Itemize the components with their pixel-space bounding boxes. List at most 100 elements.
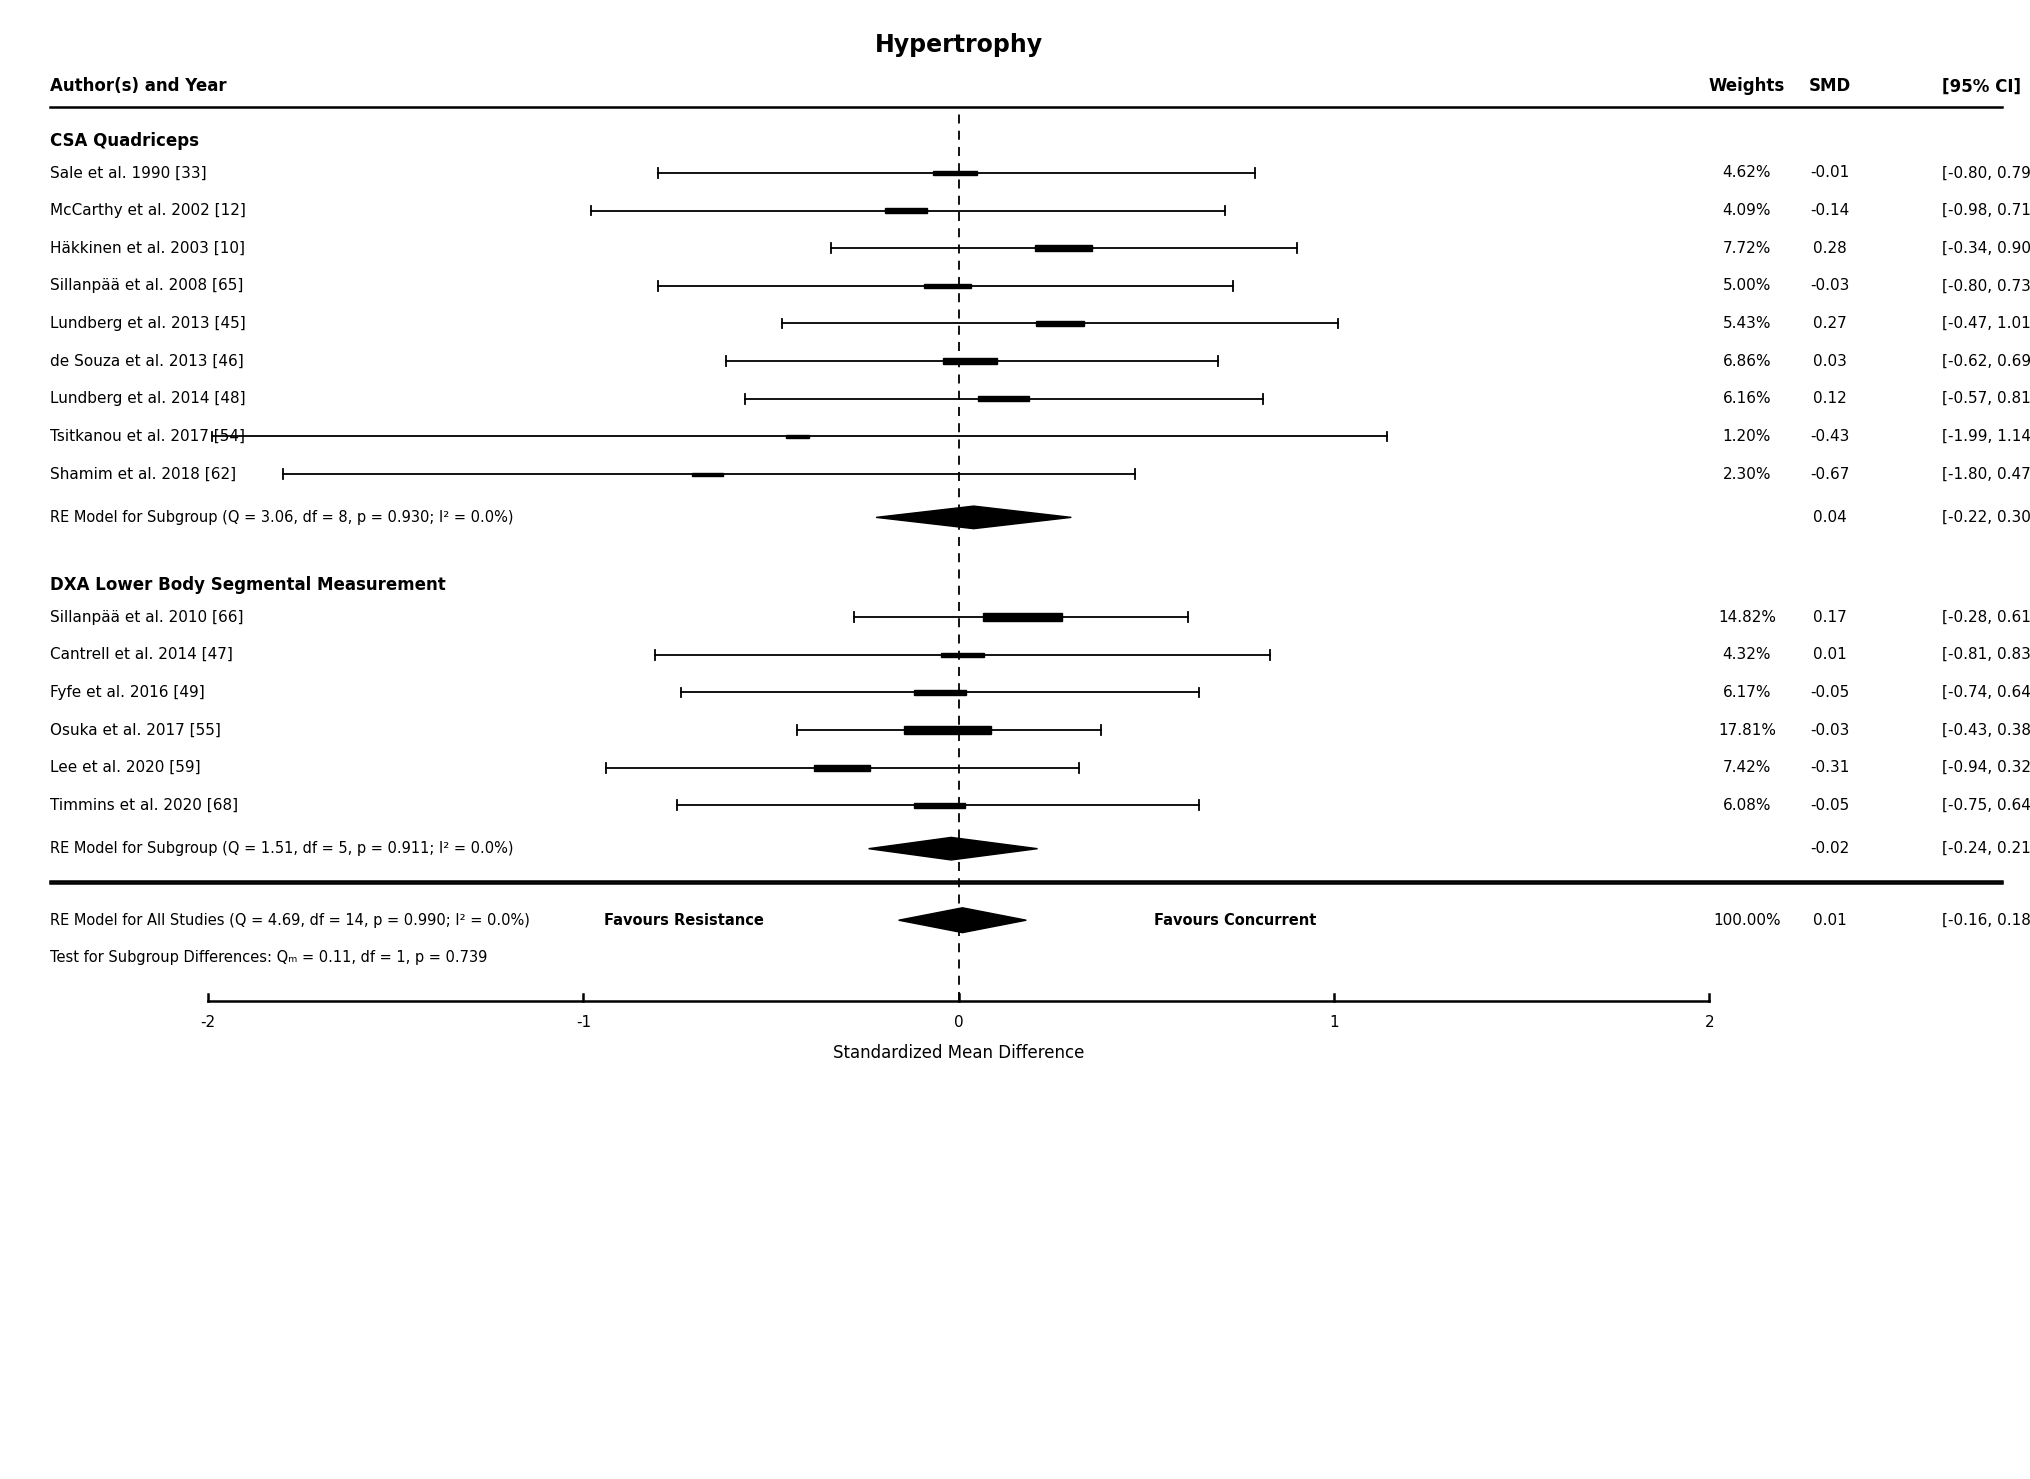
Text: Hypertrophy: Hypertrophy xyxy=(875,33,1043,56)
Bar xyxy=(914,803,966,808)
Text: [-0.94, 0.32]: [-0.94, 0.32] xyxy=(1943,760,2030,775)
Text: -0.02: -0.02 xyxy=(1811,842,1849,856)
Text: [-0.16, 0.18]: [-0.16, 0.18] xyxy=(1943,913,2030,927)
Text: 4.32%: 4.32% xyxy=(1723,648,1772,663)
Bar xyxy=(978,396,1029,401)
Text: [-1.80, 0.47]: [-1.80, 0.47] xyxy=(1943,466,2030,482)
Text: 7.42%: 7.42% xyxy=(1723,760,1770,775)
Text: [-0.34, 0.90]: [-0.34, 0.90] xyxy=(1943,241,2030,256)
Text: 4.62%: 4.62% xyxy=(1723,166,1772,180)
Text: 0.03: 0.03 xyxy=(1813,353,1847,368)
Text: 0.01: 0.01 xyxy=(1813,648,1847,663)
Text: 5.43%: 5.43% xyxy=(1723,317,1772,331)
Text: 0: 0 xyxy=(954,1016,964,1031)
Text: Standardized Mean Difference: Standardized Mean Difference xyxy=(832,1044,1084,1062)
Text: RE Model for Subgroup (Q = 1.51, df = 5, p = 0.911; I² = 0.0%): RE Model for Subgroup (Q = 1.51, df = 5,… xyxy=(51,842,514,856)
Text: Lundberg et al. 2014 [48]: Lundberg et al. 2014 [48] xyxy=(51,392,246,407)
Text: Sale et al. 1990 [33]: Sale et al. 1990 [33] xyxy=(51,166,207,180)
Text: -0.03: -0.03 xyxy=(1811,723,1849,738)
Text: 6.16%: 6.16% xyxy=(1723,392,1772,407)
Text: [-0.81, 0.83]: [-0.81, 0.83] xyxy=(1943,648,2030,663)
Bar xyxy=(942,652,985,657)
Text: [-0.80, 0.79]: [-0.80, 0.79] xyxy=(1943,166,2030,180)
Text: SMD: SMD xyxy=(1809,77,1851,95)
Text: -0.05: -0.05 xyxy=(1811,685,1849,700)
Text: 100.00%: 100.00% xyxy=(1713,913,1780,927)
Text: -0.67: -0.67 xyxy=(1811,466,1849,482)
Bar xyxy=(885,209,928,213)
Text: Test for Subgroup Differences: Qₘ = 0.11, df = 1, p = 0.739: Test for Subgroup Differences: Qₘ = 0.11… xyxy=(51,951,487,966)
Text: Sillanpää et al. 2008 [65]: Sillanpää et al. 2008 [65] xyxy=(51,278,244,293)
Polygon shape xyxy=(869,837,1037,859)
Text: -0.05: -0.05 xyxy=(1811,797,1849,813)
Text: 17.81%: 17.81% xyxy=(1717,723,1776,738)
Text: Osuka et al. 2017 [55]: Osuka et al. 2017 [55] xyxy=(51,723,221,738)
Text: -0.03: -0.03 xyxy=(1811,278,1849,293)
Text: 0.17: 0.17 xyxy=(1813,609,1847,624)
Text: RE Model for All Studies (Q = 4.69, df = 14, p = 0.990; I² = 0.0%): RE Model for All Studies (Q = 4.69, df =… xyxy=(51,913,530,927)
Text: Favours Concurrent: Favours Concurrent xyxy=(1153,913,1315,927)
Polygon shape xyxy=(877,506,1072,528)
Text: 0.27: 0.27 xyxy=(1813,317,1847,331)
Text: 0.01: 0.01 xyxy=(1813,913,1847,927)
Text: [-1.99, 1.14]: [-1.99, 1.14] xyxy=(1943,429,2030,444)
Text: Lee et al. 2020 [59]: Lee et al. 2020 [59] xyxy=(51,760,201,775)
Text: 7.72%: 7.72% xyxy=(1723,241,1770,256)
Text: [95% CI]: [95% CI] xyxy=(1943,77,2022,95)
Bar xyxy=(942,358,997,364)
Text: CSA Quadriceps: CSA Quadriceps xyxy=(51,132,199,149)
Text: Häkkinen et al. 2003 [10]: Häkkinen et al. 2003 [10] xyxy=(51,241,246,256)
Text: 4.09%: 4.09% xyxy=(1723,203,1772,217)
Text: [-0.22, 0.30]: [-0.22, 0.30] xyxy=(1943,510,2030,525)
Text: -0.01: -0.01 xyxy=(1811,166,1849,180)
Text: Shamim et al. 2018 [62]: Shamim et al. 2018 [62] xyxy=(51,466,235,482)
Text: -0.31: -0.31 xyxy=(1811,760,1849,775)
Text: [-0.98, 0.71]: [-0.98, 0.71] xyxy=(1943,203,2030,217)
Text: 0.28: 0.28 xyxy=(1813,241,1847,256)
Text: Sillanpää et al. 2010 [66]: Sillanpää et al. 2010 [66] xyxy=(51,609,244,624)
Text: Author(s) and Year: Author(s) and Year xyxy=(51,77,227,95)
Text: 5.00%: 5.00% xyxy=(1723,278,1770,293)
Text: de Souza et al. 2013 [46]: de Souza et al. 2013 [46] xyxy=(51,353,244,368)
Text: 0.04: 0.04 xyxy=(1813,510,1847,525)
Text: 14.82%: 14.82% xyxy=(1717,609,1776,624)
Text: 1.20%: 1.20% xyxy=(1723,429,1770,444)
Text: [-0.28, 0.61]: [-0.28, 0.61] xyxy=(1943,609,2030,624)
Bar xyxy=(924,284,970,288)
Text: Weights: Weights xyxy=(1709,77,1784,95)
Text: Timmins et al. 2020 [68]: Timmins et al. 2020 [68] xyxy=(51,797,238,813)
Text: 2.30%: 2.30% xyxy=(1723,466,1772,482)
Text: 0.12: 0.12 xyxy=(1813,392,1847,407)
Bar xyxy=(786,435,808,438)
Text: [-0.62, 0.69]: [-0.62, 0.69] xyxy=(1943,353,2030,368)
Bar xyxy=(914,689,966,695)
Text: 6.17%: 6.17% xyxy=(1723,685,1772,700)
Text: [-0.43, 0.38]: [-0.43, 0.38] xyxy=(1943,723,2030,738)
Text: Tsitkanou et al. 2017 [54]: Tsitkanou et al. 2017 [54] xyxy=(51,429,246,444)
Text: Lundberg et al. 2013 [45]: Lundberg et al. 2013 [45] xyxy=(51,317,246,331)
Text: RE Model for Subgroup (Q = 3.06, df = 8, p = 0.930; I² = 0.0%): RE Model for Subgroup (Q = 3.06, df = 8,… xyxy=(51,510,514,525)
Text: [-0.57, 0.81]: [-0.57, 0.81] xyxy=(1943,392,2030,407)
Text: Fyfe et al. 2016 [49]: Fyfe et al. 2016 [49] xyxy=(51,685,205,700)
Bar xyxy=(983,614,1062,621)
Bar xyxy=(814,765,871,771)
Text: -1: -1 xyxy=(577,1016,591,1031)
Text: McCarthy et al. 2002 [12]: McCarthy et al. 2002 [12] xyxy=(51,203,246,217)
Bar xyxy=(1035,246,1092,251)
Text: [-0.47, 1.01]: [-0.47, 1.01] xyxy=(1943,317,2030,331)
Text: -0.14: -0.14 xyxy=(1811,203,1849,217)
Text: Favours Resistance: Favours Resistance xyxy=(603,913,763,927)
Text: [-0.80, 0.73]: [-0.80, 0.73] xyxy=(1943,278,2030,293)
Text: Cantrell et al. 2014 [47]: Cantrell et al. 2014 [47] xyxy=(51,648,233,663)
Text: [-0.24, 0.21]: [-0.24, 0.21] xyxy=(1943,842,2030,856)
Bar xyxy=(1035,321,1084,325)
Text: [-0.74, 0.64]: [-0.74, 0.64] xyxy=(1943,685,2030,700)
Text: 2: 2 xyxy=(1705,1016,1713,1031)
Text: 6.86%: 6.86% xyxy=(1723,353,1772,368)
Bar xyxy=(692,472,723,476)
Text: 6.08%: 6.08% xyxy=(1723,797,1772,813)
Polygon shape xyxy=(899,908,1027,933)
Bar xyxy=(903,726,991,735)
Text: 1: 1 xyxy=(1330,1016,1340,1031)
Text: [-0.75, 0.64]: [-0.75, 0.64] xyxy=(1943,797,2030,813)
